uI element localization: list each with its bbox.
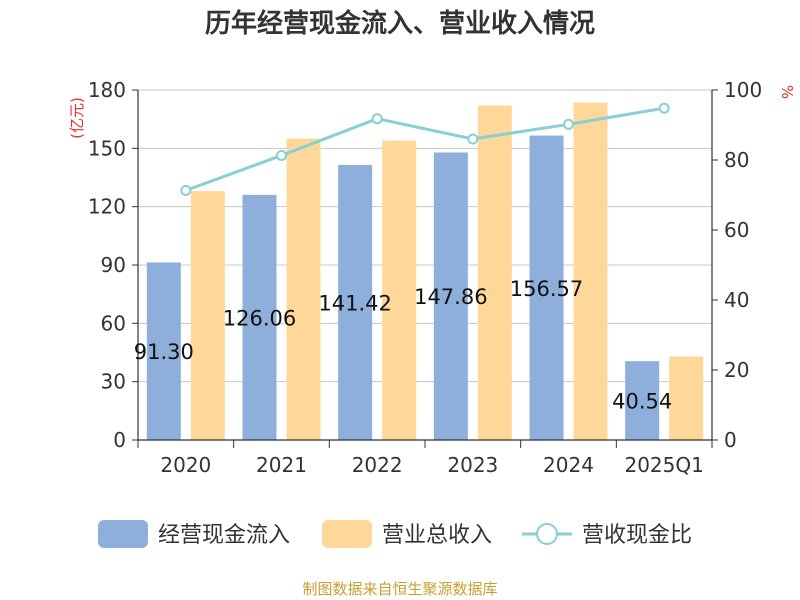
bar-revenue: [382, 140, 417, 441]
data-label-cash-inflow: 126.06: [223, 306, 296, 330]
y-right-tick-label: 60: [724, 218, 749, 242]
bar-revenue: [573, 102, 608, 440]
y-left-tick-label: 30: [101, 370, 126, 394]
source-text: 制图数据来自恒生聚源数据库: [302, 580, 497, 598]
bar-revenue: [477, 105, 512, 441]
legend-label-revenue: 营业总收入: [382, 523, 492, 548]
grid: [138, 89, 712, 383]
bar-revenue: [286, 138, 321, 440]
legend-swatch-revenue: [322, 520, 372, 548]
bar-revenue: [669, 356, 704, 440]
data-label-cash-inflow: 91.30: [134, 340, 194, 364]
x-tick-label: 2020: [160, 453, 211, 477]
bar-revenue: [190, 191, 225, 440]
data-label-cash-inflow: 147.86: [414, 285, 487, 309]
point-cash-ratio: [276, 149, 287, 161]
point-cash-ratio: [180, 184, 192, 196]
legend-marker-cash-ratio: [536, 523, 558, 545]
x-tick-label: 2025Q1: [624, 453, 703, 477]
bar-cash-inflow: [625, 361, 660, 440]
legend-swatch-cash-inflow: [98, 520, 148, 548]
axes: 0 30 60 90 120 150 180 0 20 40 60 80 100 (亿元)% 2020 202…: [68, 78, 796, 477]
y-right-tick-label: 0: [724, 428, 737, 452]
bar-cash-inflow: [433, 152, 468, 440]
bar-cash-inflow: [242, 194, 277, 440]
x-tick-label: 2023: [447, 453, 498, 477]
bar-cash-inflow: [146, 262, 181, 440]
x-tick-label: 2022: [352, 453, 403, 477]
y-left-tick-label: 180: [88, 78, 126, 102]
chart-title: 历年经营现金流入、营业收入情况: [205, 8, 595, 39]
data-label-cash-inflow: 156.57: [510, 277, 583, 301]
x-tick-label: 2024: [543, 453, 594, 477]
line-series: [180, 102, 670, 196]
data-labels: 91.30 126.06 141.42 147.86 156.57 40.54: [134, 277, 672, 414]
legend-label-cash-inflow: 经营现金流入: [158, 523, 290, 548]
y-right-tick-label: 40: [724, 288, 749, 312]
y-right-tick-label: 100: [724, 78, 762, 102]
bars: [146, 102, 704, 441]
y-right-tick-label: 80: [724, 148, 749, 172]
y-left-tick-label: 150: [88, 136, 126, 160]
y-right-axis-unit: %: [778, 85, 796, 99]
point-cash-ratio: [563, 118, 574, 130]
data-label-cash-inflow: 40.54: [612, 390, 672, 414]
point-cash-ratio: [467, 133, 479, 145]
legend: 经营现金流入 营业总收入 营收现金比: [98, 520, 692, 548]
bar-cash-inflow: [338, 165, 373, 440]
y-left-tick-label: 90: [101, 253, 126, 277]
y-left-axis-unit: (亿元): [68, 97, 86, 139]
y-left-tick-label: 120: [88, 195, 126, 219]
line-cash-ratio: [185, 106, 665, 192]
bar-cash-inflow: [529, 135, 564, 440]
point-cash-ratio: [658, 102, 670, 114]
y-left-tick-label: 0: [113, 428, 126, 452]
point-cash-ratio: [371, 113, 383, 125]
y-right-tick-label: 20: [724, 358, 749, 382]
y-left-tick-label: 60: [101, 311, 126, 335]
data-label-cash-inflow: 141.42: [318, 292, 391, 316]
legend-label-cash-ratio: 营收现金比: [582, 523, 692, 548]
x-tick-label: 2021: [256, 453, 307, 477]
